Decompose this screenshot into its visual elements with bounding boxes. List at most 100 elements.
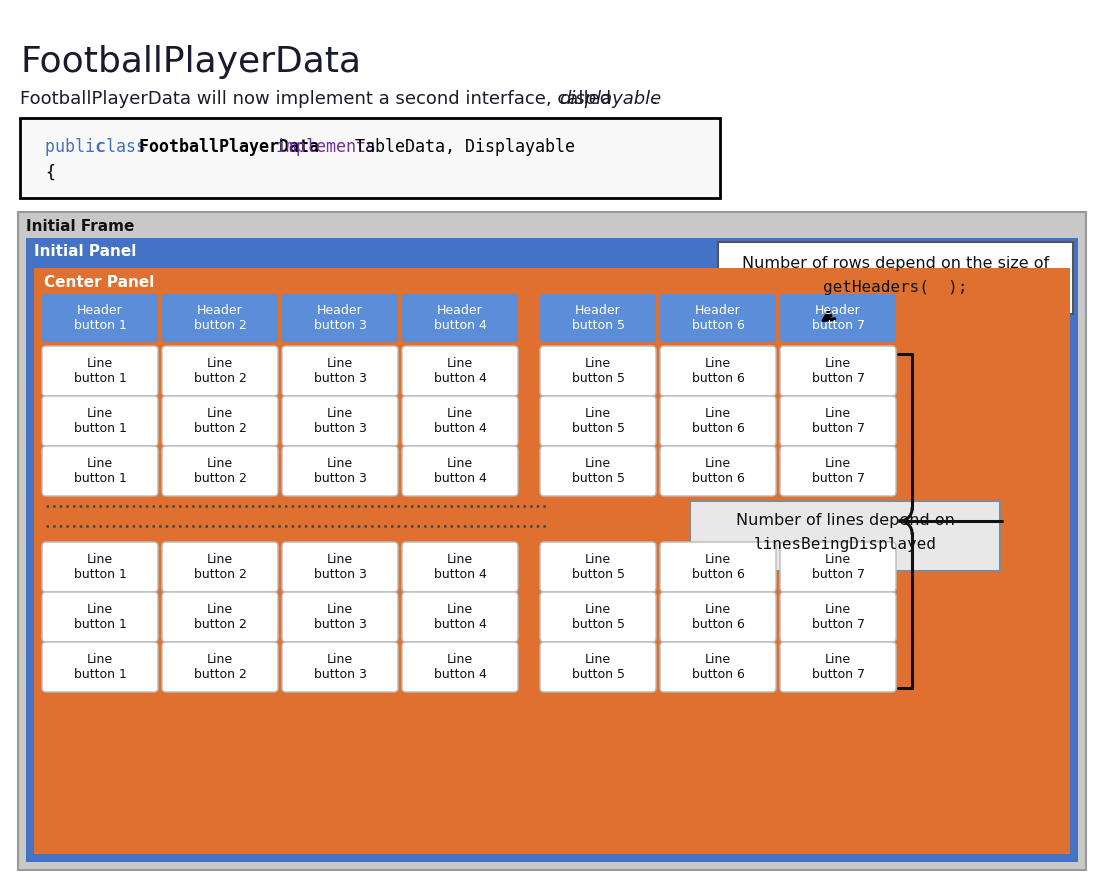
FancyBboxPatch shape bbox=[660, 542, 776, 592]
Text: .: . bbox=[650, 90, 657, 108]
FancyBboxPatch shape bbox=[42, 446, 158, 496]
Text: Line
button 4: Line button 4 bbox=[434, 357, 487, 385]
Text: Line
button 1: Line button 1 bbox=[74, 357, 127, 385]
Text: Initial Panel: Initial Panel bbox=[34, 244, 137, 259]
FancyBboxPatch shape bbox=[540, 446, 656, 496]
Text: {: { bbox=[45, 164, 55, 182]
Text: Line
button 3: Line button 3 bbox=[314, 553, 367, 581]
Text: Header
button 1: Header button 1 bbox=[74, 304, 127, 332]
Text: implements: implements bbox=[276, 138, 386, 156]
Text: Line
button 6: Line button 6 bbox=[691, 553, 744, 581]
FancyBboxPatch shape bbox=[540, 396, 656, 446]
FancyBboxPatch shape bbox=[660, 294, 776, 342]
FancyBboxPatch shape bbox=[781, 446, 896, 496]
FancyBboxPatch shape bbox=[282, 542, 399, 592]
Text: Line
button 2: Line button 2 bbox=[193, 603, 246, 631]
Text: Line
button 2: Line button 2 bbox=[193, 357, 246, 385]
Text: Line
button 6: Line button 6 bbox=[691, 407, 744, 435]
FancyBboxPatch shape bbox=[162, 294, 278, 342]
Text: linesBeingDisplayed: linesBeingDisplayed bbox=[754, 537, 936, 552]
FancyBboxPatch shape bbox=[781, 542, 896, 592]
Text: Header
button 6: Header button 6 bbox=[691, 304, 744, 332]
FancyBboxPatch shape bbox=[660, 642, 776, 692]
FancyBboxPatch shape bbox=[34, 268, 1070, 854]
Text: Center Panel: Center Panel bbox=[44, 275, 155, 290]
FancyBboxPatch shape bbox=[18, 212, 1086, 870]
Text: Line
button 7: Line button 7 bbox=[811, 407, 864, 435]
Text: FootballPlayerData: FootballPlayerData bbox=[139, 138, 329, 156]
FancyBboxPatch shape bbox=[402, 294, 518, 342]
FancyBboxPatch shape bbox=[718, 242, 1073, 314]
Text: Line
button 7: Line button 7 bbox=[811, 553, 864, 581]
FancyBboxPatch shape bbox=[660, 446, 776, 496]
FancyBboxPatch shape bbox=[781, 642, 896, 692]
FancyBboxPatch shape bbox=[282, 294, 399, 342]
FancyBboxPatch shape bbox=[402, 542, 518, 592]
FancyBboxPatch shape bbox=[781, 396, 896, 446]
Text: getHeaders(  );: getHeaders( ); bbox=[824, 280, 968, 295]
FancyBboxPatch shape bbox=[540, 592, 656, 642]
Text: FootballPlayerData: FootballPlayerData bbox=[20, 45, 361, 79]
FancyBboxPatch shape bbox=[162, 346, 278, 396]
FancyBboxPatch shape bbox=[540, 542, 656, 592]
Text: Header
button 2: Header button 2 bbox=[193, 304, 246, 332]
Text: Line
button 6: Line button 6 bbox=[691, 357, 744, 385]
Text: Line
button 6: Line button 6 bbox=[691, 457, 744, 485]
FancyBboxPatch shape bbox=[42, 346, 158, 396]
Text: Line
button 7: Line button 7 bbox=[811, 457, 864, 485]
FancyBboxPatch shape bbox=[42, 592, 158, 642]
FancyBboxPatch shape bbox=[781, 592, 896, 642]
FancyBboxPatch shape bbox=[540, 294, 656, 342]
FancyBboxPatch shape bbox=[42, 642, 158, 692]
FancyBboxPatch shape bbox=[781, 346, 896, 396]
Text: Header
button 7: Header button 7 bbox=[811, 304, 864, 332]
Text: Line
button 4: Line button 4 bbox=[434, 553, 487, 581]
FancyBboxPatch shape bbox=[540, 642, 656, 692]
Text: Header
button 5: Header button 5 bbox=[572, 304, 625, 332]
Text: Line
button 4: Line button 4 bbox=[434, 603, 487, 631]
Text: Line
button 6: Line button 6 bbox=[691, 603, 744, 631]
FancyBboxPatch shape bbox=[282, 346, 399, 396]
FancyBboxPatch shape bbox=[42, 294, 158, 342]
Text: Line
button 2: Line button 2 bbox=[193, 407, 246, 435]
FancyBboxPatch shape bbox=[42, 542, 158, 592]
Text: Line
button 4: Line button 4 bbox=[434, 407, 487, 435]
FancyBboxPatch shape bbox=[660, 592, 776, 642]
Text: class: class bbox=[96, 138, 156, 156]
Text: displayable: displayable bbox=[560, 90, 661, 108]
Text: public: public bbox=[45, 138, 115, 156]
Text: Line
button 5: Line button 5 bbox=[572, 553, 625, 581]
Text: Line
button 2: Line button 2 bbox=[193, 653, 246, 681]
FancyBboxPatch shape bbox=[660, 396, 776, 446]
Text: Header
button 4: Header button 4 bbox=[434, 304, 487, 332]
Text: Line
button 1: Line button 1 bbox=[74, 407, 127, 435]
FancyBboxPatch shape bbox=[402, 446, 518, 496]
FancyBboxPatch shape bbox=[162, 592, 278, 642]
FancyBboxPatch shape bbox=[42, 396, 158, 446]
Text: Line
button 1: Line button 1 bbox=[74, 553, 127, 581]
Text: Line
button 7: Line button 7 bbox=[811, 603, 864, 631]
FancyBboxPatch shape bbox=[540, 346, 656, 396]
FancyBboxPatch shape bbox=[20, 118, 720, 198]
FancyBboxPatch shape bbox=[282, 446, 399, 496]
Text: Line
button 2: Line button 2 bbox=[193, 457, 246, 485]
FancyBboxPatch shape bbox=[162, 542, 278, 592]
FancyBboxPatch shape bbox=[690, 501, 1000, 571]
FancyBboxPatch shape bbox=[781, 294, 896, 342]
Text: Number of rows depend on the size of: Number of rows depend on the size of bbox=[742, 256, 1049, 271]
Text: Line
button 3: Line button 3 bbox=[314, 357, 367, 385]
Text: Line
button 3: Line button 3 bbox=[314, 653, 367, 681]
Text: Line
button 1: Line button 1 bbox=[74, 457, 127, 485]
Text: Line
button 3: Line button 3 bbox=[314, 407, 367, 435]
FancyBboxPatch shape bbox=[162, 642, 278, 692]
Text: Line
button 5: Line button 5 bbox=[572, 457, 625, 485]
Text: Line
button 5: Line button 5 bbox=[572, 407, 625, 435]
Text: Initial Frame: Initial Frame bbox=[26, 219, 135, 234]
Text: Line
button 7: Line button 7 bbox=[811, 653, 864, 681]
FancyBboxPatch shape bbox=[26, 238, 1078, 862]
Text: Line
button 4: Line button 4 bbox=[434, 457, 487, 485]
FancyBboxPatch shape bbox=[162, 396, 278, 446]
FancyBboxPatch shape bbox=[402, 592, 518, 642]
Text: Line
button 2: Line button 2 bbox=[193, 553, 246, 581]
FancyBboxPatch shape bbox=[402, 642, 518, 692]
